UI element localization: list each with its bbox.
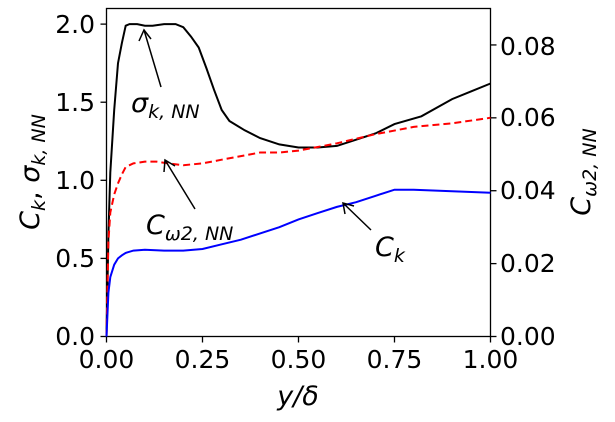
left-tick-label: 0.0 bbox=[55, 322, 95, 351]
right-tick-label: 0.04 bbox=[500, 176, 556, 205]
x-axis-label: y/δ bbox=[276, 381, 319, 412]
x-tick-label: 0.25 bbox=[175, 345, 231, 374]
annotation-arrow bbox=[342, 201, 372, 231]
right-tick-label: 0.08 bbox=[500, 32, 556, 61]
right-tick-label: 0.02 bbox=[500, 249, 556, 278]
series-line-c-k bbox=[105, 188, 491, 337]
plot-frame bbox=[105, 7, 492, 338]
right-axis-label: Cω2, NN bbox=[566, 128, 601, 215]
x-tick-label: 1.00 bbox=[463, 345, 519, 374]
left-tick-label: 1.5 bbox=[55, 88, 95, 117]
annotation-c-k: Ck bbox=[375, 232, 406, 267]
right-tick-label: 0.00 bbox=[500, 322, 556, 351]
annotation-arrow bbox=[138, 28, 162, 88]
left-tick-label: 0.5 bbox=[55, 244, 95, 273]
series-line-sigma-k-nn bbox=[105, 23, 491, 337]
right-tick-label: 0.06 bbox=[500, 103, 556, 132]
tick-marks bbox=[100, 23, 497, 343]
annotation-sigma-k-nn: σk, NN bbox=[131, 88, 200, 123]
x-tick-label: 0.50 bbox=[271, 345, 327, 374]
x-tick-label: 0.00 bbox=[79, 345, 135, 374]
left-tick-label: 1.0 bbox=[55, 166, 95, 195]
x-tick-label: 0.75 bbox=[367, 345, 423, 374]
annotation-c-omega2-nn: Cω2, NN bbox=[146, 210, 233, 245]
annotation-arrow bbox=[163, 158, 196, 210]
left-tick-label: 2.0 bbox=[55, 10, 95, 39]
left-axis-label: Ck, σk, NN bbox=[15, 114, 50, 230]
